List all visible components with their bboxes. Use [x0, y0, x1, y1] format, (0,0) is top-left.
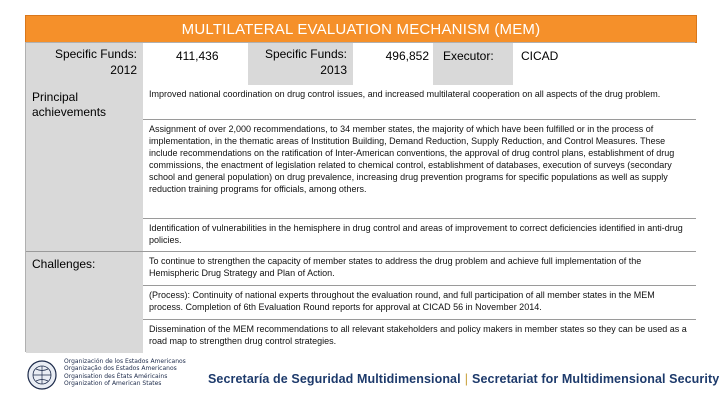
challenges-label: Challenges: — [26, 252, 143, 353]
row-divider — [143, 285, 696, 286]
executor-value: CICAD — [513, 43, 696, 85]
page-title: MULTILATERAL EVALUATION MECHANISM (MEM) — [25, 15, 697, 43]
oas-name-pt: Organização dos Estados Americanos — [64, 365, 177, 373]
row-divider — [143, 319, 696, 320]
achievement-item: Improved national coordination on drug c… — [143, 85, 696, 119]
secretariat-banner: Secretaría de Seguridad Multidimensional… — [208, 372, 719, 386]
funds-2013-label: Specific Funds: 2013 — [248, 43, 353, 85]
oas-name-en: Organization of American States — [64, 380, 162, 388]
challenge-item: To continue to strengthen the capacity o… — [143, 252, 696, 285]
achievements-label: Principal achievements — [26, 85, 143, 251]
challenge-item: Dissemination of the MEM recommendations… — [143, 320, 696, 353]
oas-name-es: Organización de los Estados Americanos — [64, 358, 186, 365]
funds-2013-value: 496,852 — [353, 43, 433, 85]
achievement-item: Assignment of over 2,000 recommendations… — [143, 120, 696, 218]
row-divider — [143, 119, 696, 120]
oas-name-fr: Organisation des États Américains — [64, 372, 168, 380]
mem-table: Specific Funds: 2012 411,436 Specific Fu… — [25, 42, 696, 353]
executor-label: Executor: — [433, 43, 513, 85]
row-divider — [143, 218, 696, 219]
funds-2012-value: 411,436 — [143, 43, 248, 85]
achievement-item: Identification of vulnerabilities in the… — [143, 219, 696, 251]
secretariat-es: Secretaría de Seguridad Multidimensional — [208, 372, 461, 386]
oas-seal-icon — [27, 360, 57, 390]
funds-2012-label: Specific Funds: 2012 — [26, 43, 143, 85]
secretariat-en: Secretariat for Multidimensional Securit… — [472, 372, 720, 386]
secretariat-separator: | — [464, 372, 469, 386]
footer: Organización de los Estados Americanos O… — [0, 352, 720, 405]
challenge-item: (Process): Continuity of national expert… — [143, 286, 696, 319]
oas-names: Organización de los Estados Americanos O… — [64, 358, 186, 388]
section-divider — [26, 251, 696, 252]
